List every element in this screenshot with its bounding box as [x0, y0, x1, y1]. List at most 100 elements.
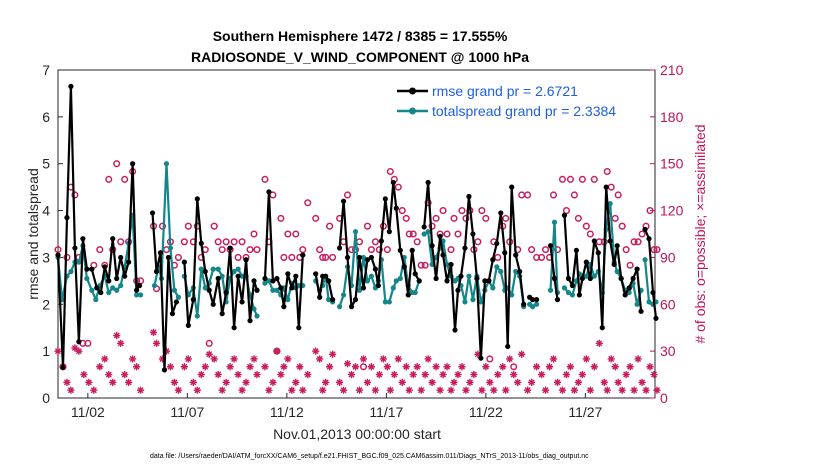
- obs-assimilated-marker: [326, 363, 334, 371]
- rmse-point: [185, 322, 191, 328]
- obs-possible-marker: [405, 230, 413, 238]
- rmse-point: [576, 292, 582, 298]
- rmse-point: [202, 268, 208, 275]
- obs-assimilated-marker: [474, 350, 482, 358]
- obs-assimilated-marker: [101, 355, 109, 363]
- rmse-point: [437, 233, 443, 239]
- obs-possible-marker: [238, 238, 246, 246]
- x-tick-label: 11/07: [170, 404, 204, 420]
- obs-assimilated-marker: [417, 386, 425, 394]
- y-tick-label: 6: [42, 109, 50, 125]
- totalspread-point: [397, 275, 403, 282]
- totalspread-point: [412, 289, 418, 296]
- rmse-point: [455, 287, 461, 293]
- rmse-point: [110, 236, 116, 242]
- obs-assimilated-marker: [184, 355, 192, 363]
- obs-assimilated-marker: [436, 386, 444, 394]
- obs-assimilated-marker: [375, 370, 383, 379]
- rmse-point: [368, 254, 375, 261]
- y-axis-label: rmse and totalspread: [25, 168, 41, 300]
- rmse-point: [579, 275, 585, 282]
- obs-possible-marker: [158, 222, 167, 230]
- obs-possible-marker: [113, 160, 121, 168]
- totalspread-point: [642, 257, 648, 263]
- obs-assimilated-marker: [304, 370, 312, 379]
- rmse-point: [482, 278, 488, 284]
- obs-assimilated-marker: [390, 370, 398, 379]
- totalspread-point: [336, 304, 343, 310]
- rmse-point: [94, 285, 100, 291]
- obs-possible-marker: [383, 246, 391, 254]
- rmse-point: [378, 238, 384, 244]
- rmse-point: [352, 297, 359, 303]
- obs-assimilated-marker: [553, 378, 562, 386]
- totalspread-point: [266, 278, 272, 284]
- obs-assimilated-marker: [528, 378, 536, 386]
- rmse-point: [254, 287, 260, 293]
- totalspread-point: [530, 304, 536, 310]
- obs-possible-marker: [184, 222, 192, 230]
- obs-possible-marker: [650, 246, 658, 254]
- obs-assimilated-marker: [518, 350, 526, 358]
- obs-assimilated-marker: [600, 378, 608, 386]
- obs-possible-marker: [230, 238, 238, 246]
- obs-assimilated-marker: [646, 363, 654, 371]
- obs-assimilated-marker: [490, 386, 498, 394]
- obs-assimilated-marker: [121, 370, 129, 379]
- obs-possible-marker: [562, 207, 570, 215]
- rmse-point: [281, 304, 287, 310]
- obs-possible-marker: [618, 222, 626, 230]
- rmse-point: [106, 278, 112, 284]
- obs-assimilated-marker: [478, 386, 486, 394]
- obs-possible-marker: [174, 253, 182, 261]
- rmse-point: [372, 266, 379, 272]
- obs-possible-marker: [582, 222, 590, 230]
- totalspread-point: [194, 313, 200, 319]
- totalspread-point: [561, 285, 568, 291]
- rmse-point: [348, 304, 355, 310]
- obs-possible-marker: [117, 238, 125, 246]
- totalspread-point: [167, 245, 174, 251]
- rmse-point: [478, 355, 484, 361]
- obs-possible-marker: [253, 246, 261, 254]
- x-tick-label: 11/02: [71, 404, 105, 420]
- obs-assimilated-marker: [506, 355, 514, 363]
- totalspread-point: [285, 297, 291, 303]
- y-tick-label: 5: [42, 156, 50, 172]
- obs-possible-marker: [614, 191, 622, 199]
- rmse-point: [565, 275, 572, 282]
- obs-assimilated-marker: [238, 386, 246, 394]
- rmse-point: [84, 266, 90, 272]
- obs-assimilated-marker: [367, 363, 376, 371]
- rmse-point: [486, 278, 492, 284]
- obs-assimilated-marker: [166, 363, 175, 371]
- rmse-point: [190, 297, 196, 303]
- obs-possible-marker: [398, 207, 406, 215]
- rmse-point: [239, 299, 245, 305]
- rmse-point: [130, 161, 136, 167]
- obs-possible-marker: [558, 175, 567, 183]
- rmse-point: [587, 275, 593, 282]
- obs-possible-marker: [528, 246, 536, 254]
- obs-possible-marker: [574, 214, 582, 222]
- rmse-point: [599, 325, 605, 331]
- totalspread-point: [498, 268, 504, 275]
- obs-assimilated-marker: [253, 370, 261, 379]
- rmse-point: [630, 275, 636, 282]
- obs-assimilated-marker: [265, 386, 273, 394]
- rmse-point: [569, 282, 576, 289]
- totalspread-point: [425, 229, 431, 235]
- obs-assimilated-marker: [537, 370, 546, 379]
- y-tick-label: 1: [42, 343, 50, 359]
- obs-possible-marker: [329, 253, 337, 261]
- rmse-point: [323, 273, 329, 279]
- obs-assimilated-marker: [312, 347, 320, 355]
- obs-assimilated-marker: [174, 386, 182, 394]
- obs-possible-marker: [538, 253, 546, 261]
- rmse-point: [293, 273, 299, 279]
- totalspread-point: [340, 292, 347, 298]
- rmse-point: [622, 292, 628, 298]
- totalspread-point: [274, 287, 280, 293]
- rmse-point: [591, 238, 597, 244]
- rmse-point: [80, 236, 86, 242]
